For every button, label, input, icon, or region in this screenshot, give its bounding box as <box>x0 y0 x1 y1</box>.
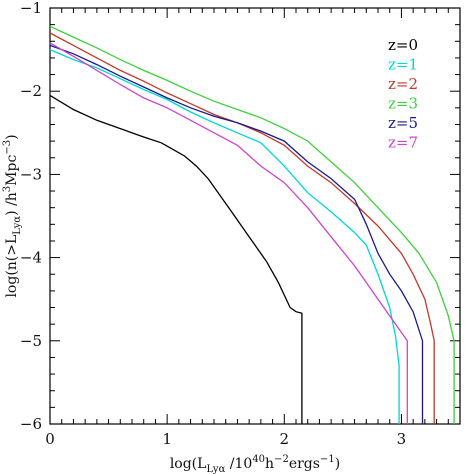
legend-entry-z3: z=3 <box>388 95 418 113</box>
axis-ticks <box>49 7 461 425</box>
series-line-z5 <box>49 44 424 424</box>
series-line-z0 <box>49 94 303 424</box>
x-tick-label: 2 <box>280 430 290 448</box>
x-tick-label: 0 <box>45 430 55 448</box>
y-tick-label: −4 <box>20 249 42 267</box>
x-axis-label: log(LLyα /1040h−2ergs−1) <box>170 454 340 474</box>
y-tick-label: −1 <box>20 0 42 17</box>
series-line-z1 <box>49 49 400 424</box>
series-line-z7 <box>49 42 408 424</box>
x-tick-label: 3 <box>397 430 407 448</box>
y-tick-label: −3 <box>20 165 42 183</box>
y-tick-label: −5 <box>20 332 42 350</box>
legend-entry-z0: z=0 <box>388 36 418 54</box>
legend-entry-z7: z=7 <box>388 134 418 152</box>
y-axis-label: log(n(>LLyα) /h3Mpc−3) <box>2 134 23 297</box>
series-line-z3 <box>49 25 455 424</box>
y-tick-label: −6 <box>20 415 42 433</box>
series-line-z2 <box>49 32 435 424</box>
legend-entry-z2: z=2 <box>388 75 418 93</box>
x-tick-label: 1 <box>162 430 172 448</box>
legend: z=0 z=1z=2 z=3z=5 z=7 <box>388 36 418 152</box>
legend-entry-z1: z=1 <box>388 56 418 74</box>
series-lines <box>49 25 455 424</box>
legend-entry-z5: z=5 <box>388 114 418 132</box>
y-tick-label: −2 <box>20 82 42 100</box>
plot-frame <box>49 7 461 425</box>
tick-labels: 0 1 2 3 −6 −5 −4 −3 −2 −1 <box>20 0 406 448</box>
